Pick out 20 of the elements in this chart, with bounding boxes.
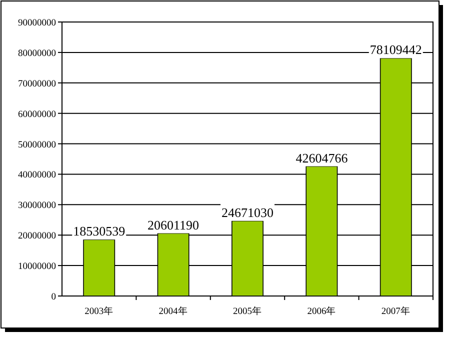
y-tick-label: 50000000	[18, 140, 56, 150]
y-tick-label: 40000000	[18, 170, 56, 181]
data-label: 42604766	[296, 150, 348, 166]
data-label: 78109442	[370, 42, 422, 58]
y-tick-label: 10000000	[18, 262, 56, 272]
y-tick-label: 20000000	[18, 232, 56, 242]
x-tick-label: 2006年	[307, 305, 336, 317]
data-label: 20601190	[148, 217, 200, 232]
y-tick-label: 60000000	[18, 110, 56, 120]
x-tick-label: 2003年	[84, 305, 114, 317]
x-tick-label: 2005年	[233, 305, 262, 317]
y-tick-label: 70000000	[18, 79, 56, 90]
y-tick-label: 80000000	[18, 48, 56, 59]
y-tick-label: 90000000	[18, 18, 56, 28]
y-tick-label: 30000000	[18, 201, 56, 212]
data-label: 18530539	[73, 224, 126, 239]
data-label: 24671030	[222, 204, 274, 220]
y-tick-label: 0	[51, 292, 56, 302]
x-tick-label: 2004年	[158, 305, 188, 317]
x-tick-label: 2007年	[381, 305, 410, 317]
